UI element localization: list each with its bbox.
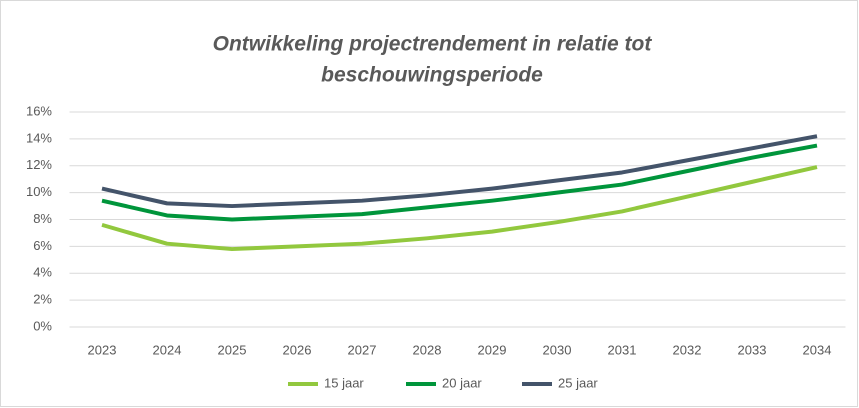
x-tick-label: 2025 xyxy=(218,342,247,357)
x-tick-label: 2028 xyxy=(413,342,442,357)
legend-label: 15 jaar xyxy=(324,375,364,390)
x-tick-label: 2031 xyxy=(608,342,637,357)
y-tick-label: 8% xyxy=(33,211,52,226)
y-tick-label: 0% xyxy=(33,318,52,333)
legend-label: 20 jaar xyxy=(442,375,482,390)
legend-label: 25 jaar xyxy=(558,375,598,390)
line-series xyxy=(101,134,818,209)
x-tick-label: 2024 xyxy=(153,342,182,357)
chart-title: Ontwikkeling projectrendement in relatie… xyxy=(213,33,653,56)
y-tick-label: 12% xyxy=(26,157,52,172)
y-tick-label: 10% xyxy=(26,184,52,199)
line-series xyxy=(101,143,818,222)
line-series xyxy=(101,165,818,252)
y-tick-label: 16% xyxy=(26,103,52,118)
y-tick-label: 4% xyxy=(33,265,52,280)
x-tick-label: 2033 xyxy=(738,342,767,357)
x-tick-label: 2032 xyxy=(673,342,702,357)
y-tick-label: 6% xyxy=(33,238,52,253)
chart-title: beschouwingsperiode xyxy=(321,64,543,87)
x-tick-label: 2030 xyxy=(543,342,572,357)
x-tick-label: 2027 xyxy=(348,342,377,357)
x-tick-label: 2026 xyxy=(283,342,312,357)
y-tick-label: 14% xyxy=(26,130,52,145)
x-tick-label: 2023 xyxy=(88,342,117,357)
x-tick-label: 2034 xyxy=(803,342,832,357)
x-tick-label: 2029 xyxy=(478,342,507,357)
y-tick-label: 2% xyxy=(33,292,52,307)
